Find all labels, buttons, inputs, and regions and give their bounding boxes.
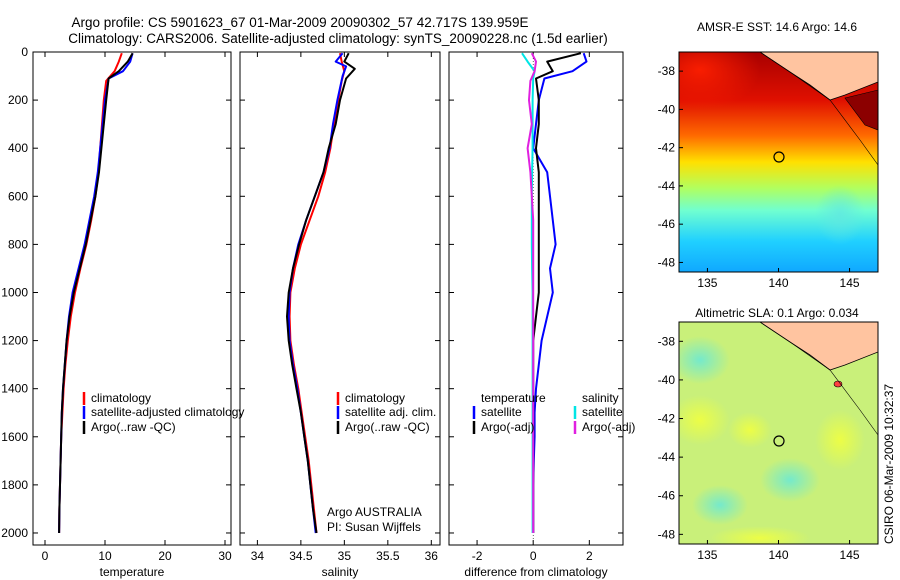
- series-line-salinity_argo: [526, 52, 537, 533]
- salinity-annotation-line1: Argo AUSTRALIA: [327, 505, 422, 519]
- y-tick-label: 1800: [1, 478, 28, 492]
- sla-argo-marker: [773, 435, 785, 447]
- series-line-satellite: [532, 52, 588, 533]
- map-x-tick-label: 145: [840, 276, 860, 290]
- temperature-panel: 0 10 20 30 0 200 400 600 800 1000 1200 1400 1600 1800…: [1, 45, 232, 579]
- sla-patch-d: [692, 485, 748, 525]
- x-axis-label: temperature: [100, 565, 165, 579]
- figure-title-line2: Climatology: CARS2006. Satellite-adjuste…: [68, 31, 608, 46]
- x-tick-label: 0: [42, 549, 49, 563]
- y-tick-label: 1600: [1, 430, 28, 444]
- side-timestamp: CSIRO 06-Mar-2009 10:32:37: [882, 384, 896, 544]
- map-y-tick-label: -44: [658, 450, 676, 464]
- map-y-tick-label: -48: [658, 527, 676, 541]
- sst-warm-patch: [679, 52, 760, 110]
- plot-frame: [32, 51, 232, 546]
- sla-patch-g: [679, 336, 730, 384]
- map-y-tick-label: -40: [658, 373, 676, 387]
- y-tick-label: 1000: [1, 285, 28, 299]
- figure-title-line1: Argo profile: CS 5901623_67 01-Mar-2009 …: [71, 15, 528, 30]
- x-tick-label: 20: [158, 549, 172, 563]
- legend-label-climatology: climatology: [91, 391, 151, 405]
- sst-axes: 135 140 145 -38 -40 -42 -44 -46 -48: [658, 64, 860, 290]
- x-tick-label: 34: [251, 549, 265, 563]
- legend-label-satellite: satellite-adjusted climatology: [91, 405, 244, 419]
- sla-patch-f: [710, 526, 810, 544]
- x-tick-label: 35: [338, 549, 352, 563]
- series-line-argo: [286, 52, 356, 534]
- sla-patch-b: [728, 412, 772, 448]
- temperature-legend: climatology satellite-adjusted climatolo…: [82, 391, 244, 434]
- legend-label-salinity-satellite: satellite: [582, 405, 623, 419]
- map-x-tick-label: 145: [840, 548, 860, 562]
- x-tick-label: 10: [98, 549, 112, 563]
- x-tick-label: 30: [218, 549, 232, 563]
- x-tick-label: 0: [530, 549, 537, 563]
- map-x-tick-label: 135: [697, 548, 717, 562]
- legend-label-satellite: satellite adj. clim.: [345, 405, 436, 419]
- x-tick-label: 35.5: [376, 549, 400, 563]
- legend-label-climatology: climatology: [345, 391, 405, 405]
- y-tick-label: 2000: [1, 526, 28, 540]
- y-tick-label: 800: [8, 237, 28, 251]
- map-y-tick-label: -38: [658, 334, 676, 348]
- sla-patch-c: [760, 458, 820, 502]
- map-y-tick-label: -40: [658, 102, 676, 116]
- legend-label-argo: Argo(..raw -QC): [91, 420, 176, 434]
- sst-map-title: AMSR-E SST: 14.6 Argo: 14.6: [697, 20, 857, 34]
- sla-map-title: Altimetric SLA: 0.1 Argo: 0.034: [695, 306, 859, 320]
- legend-label-salinity-argo: Argo(-adj): [582, 420, 635, 434]
- map-y-tick-label: -42: [658, 412, 676, 426]
- sla-patch-a: [679, 395, 730, 445]
- salinity-panel: 34 34.5 35 35.5 36 salinity: [239, 51, 441, 579]
- y-tick-label: 400: [8, 141, 28, 155]
- sla-coast: [759, 322, 878, 436]
- sst-coast: [759, 52, 878, 166]
- x-axis-label: salinity: [322, 565, 359, 579]
- sst-cool-patch: [815, 185, 865, 245]
- map-x-tick-label: 140: [768, 276, 788, 290]
- legend-label-temperature-argo: Argo(-adj): [481, 420, 534, 434]
- map-y-tick-label: -42: [658, 141, 676, 155]
- legend-label-argo: Argo(..raw -QC): [345, 420, 430, 434]
- map-x-tick-label: 140: [768, 548, 788, 562]
- sla-map-panel: Altimetric SLA: 0.1 Argo: 0.034 135 140 14…: [658, 306, 879, 562]
- map-y-tick-label: -46: [658, 489, 676, 503]
- sst-map-panel: AMSR-E SST: 14.6 Argo: 14.6 135 140 145 -38…: [658, 20, 879, 290]
- difference-legend: temperature satellite Argo(-adj) salinit…: [472, 391, 635, 434]
- plot-frame: [448, 51, 624, 546]
- difference-panel: -2 0 2 difference from climatology: [448, 51, 624, 579]
- map-x-tick-label: 135: [697, 276, 717, 290]
- x-tick-label: 36: [425, 549, 439, 563]
- salinity-legend: climatology satellite adj. clim. Argo(..…: [336, 391, 436, 434]
- x-tick-label: 34.5: [289, 549, 313, 563]
- map-y-tick-label: -38: [658, 64, 676, 78]
- map-y-tick-label: -46: [658, 217, 676, 231]
- series-line-argo: [58, 52, 134, 534]
- x-tick-label: -2: [472, 549, 483, 563]
- y-tick-label: 0: [21, 45, 28, 59]
- salinity-annotation-line2: PI: Susan Wijffels: [327, 520, 421, 534]
- y-tick-label: 1400: [1, 382, 28, 396]
- legend-label-temperature-satellite: satellite: [481, 405, 522, 419]
- y-tick-label: 600: [8, 189, 28, 203]
- sla-patch-e: [815, 410, 865, 470]
- sst-shelf: [844, 89, 878, 131]
- sst-argo-marker: [773, 151, 785, 163]
- y-tick-label: 1200: [1, 334, 28, 348]
- sla-axes: 135 140 145 -38 -40 -42 -44 -46 -48: [658, 334, 860, 562]
- x-axis-label: difference from climatology: [464, 565, 607, 579]
- plot-frame: [239, 51, 441, 546]
- legend-group-title-salinity: salinity: [582, 391, 619, 405]
- y-tick-label: 200: [8, 93, 28, 107]
- legend-group-title-temperature: temperature: [481, 391, 546, 405]
- map-y-tick-label: -48: [658, 255, 676, 269]
- map-y-tick-label: -44: [658, 179, 676, 193]
- x-tick-label: 2: [586, 549, 593, 563]
